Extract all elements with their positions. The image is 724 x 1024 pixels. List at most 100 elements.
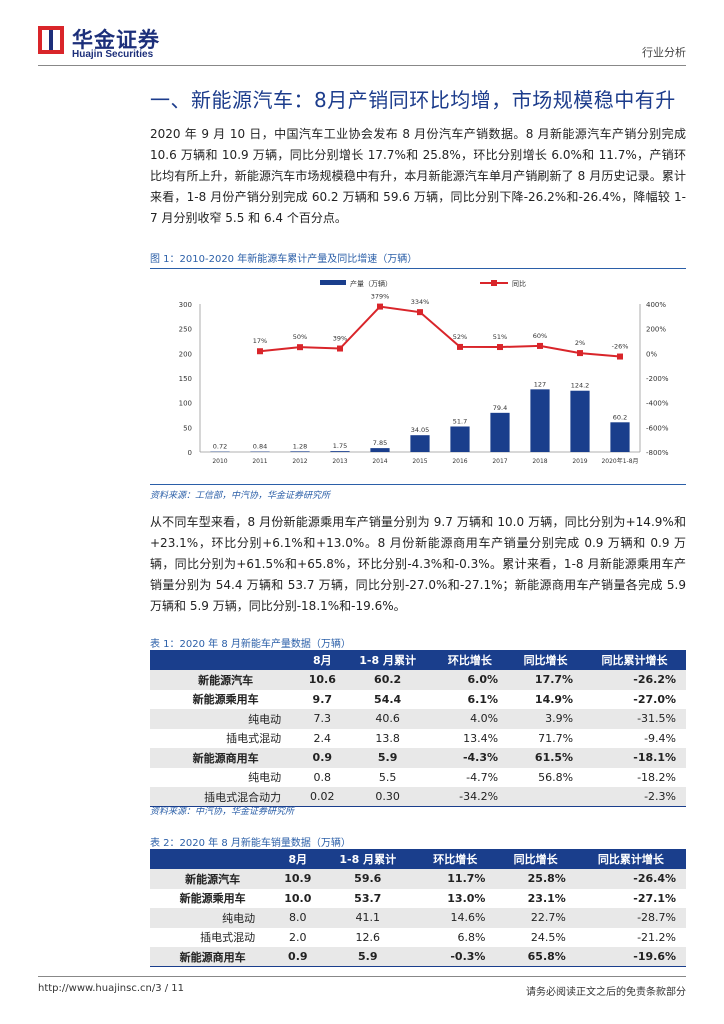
left-tick-label: 200 [179, 350, 192, 358]
table-row: 插电式混动 2.0 12.6 6.8% 24.5% -21.2% [150, 928, 686, 948]
row-label: 新能源汽车 [150, 670, 302, 690]
row-label: 新能源汽车 [150, 869, 276, 889]
table-cell: 2.0 [289, 930, 307, 944]
sales-table: 8月 1-8 月累计 环比增长 同比增长 同比累计增长 新能源汽车 10.9 59.6 11.… [150, 849, 686, 967]
table-row: 插电式混动 2.4 13.8 13.4% 71.7% -9.4% [150, 729, 686, 749]
table-cell: 8.0 [275, 908, 321, 928]
table-cell: 0.8 [313, 770, 332, 784]
table-cell: -0.3% [415, 947, 496, 967]
bar [450, 426, 470, 452]
growth-value-label: 51% [493, 333, 507, 341]
table1-source: 资料来源：中汽协，华金证券研究所 [150, 807, 295, 817]
bar [570, 390, 590, 452]
table-cell: 10.0 [284, 891, 312, 905]
row-label: 纯电动 [248, 771, 282, 785]
page-header: 华金证券 Huajin Securities 行业分析 [38, 22, 686, 66]
x-tick-label: 2017 [492, 458, 507, 465]
production-table: 8月 1-8 月累计 环比增长 同比增长 同比累计增长 新能源汽车 10.6 60.2 6.0… [150, 650, 686, 807]
left-tick-label: 250 [179, 326, 192, 334]
table1-header-cell: 同比累计增长 [583, 650, 686, 670]
left-tick-label: 300 [179, 301, 192, 309]
vehicle-type-paragraph: 从不同车型来看，8 月份新能源乘用车产销量分别为 9.7 万辆和 10.0 万辆… [150, 515, 686, 613]
growth-point [377, 303, 383, 310]
growth-value-label: 2% [575, 339, 585, 347]
table-cell: -9.4% [644, 731, 676, 745]
bar [370, 448, 390, 452]
legend-bar-label: 产量（万辆） [350, 279, 392, 288]
table-cell: 3.9% [508, 709, 584, 729]
growth-value-label: 39% [333, 335, 347, 343]
growth-value-label: 50% [293, 333, 307, 341]
table-cell: -26.4% [575, 869, 686, 889]
table-cell: 4.0% [431, 709, 509, 729]
table-cell: 56.8% [538, 770, 574, 784]
growth-value-label: 52% [453, 333, 467, 341]
page-footer: http://www.huajinsc.cn/3 / 11 请务必阅读正文之后的… [38, 976, 686, 998]
growth-point [417, 309, 423, 316]
growth-point [257, 348, 263, 355]
growth-value-label: 379% [371, 293, 390, 301]
table-cell: 54.4 [374, 692, 402, 706]
bar-value-label: 124.2 [571, 382, 590, 390]
footer-disclaimer: 请务必阅读正文之后的免责条款部分 [526, 987, 686, 998]
table-cell: 13.4% [463, 731, 499, 745]
bar [290, 451, 310, 452]
table-row: 新能源汽车 10.6 60.2 6.0% 17.7% -26.2% [150, 670, 686, 690]
growth-value-label: 334% [411, 298, 430, 306]
growth-value-label: 60% [533, 332, 547, 340]
growth-point [577, 350, 583, 357]
bar-value-label: 127 [534, 380, 546, 388]
table-cell: 0.30 [343, 787, 432, 807]
huajin-logo-icon [38, 26, 64, 54]
table-row: 纯电动 7.3 40.6 4.0% 3.9% -31.5% [150, 709, 686, 729]
ev-production-chart: 0 50 100 150 200 250 300 -800% -600% -400% -200% 0%… [179, 279, 669, 465]
growth-point [617, 353, 623, 360]
table2-header-cell [150, 849, 276, 869]
table-cell: 2.4 [313, 731, 332, 745]
bar [530, 389, 550, 452]
table2-header-cell: 同比累计增长 [575, 849, 686, 869]
row-label: 插电式混动 [200, 931, 256, 945]
growth-line [259, 305, 621, 358]
table1-header-cell: 1-8 月累计 [343, 650, 432, 670]
growth-point [457, 343, 463, 350]
table-cell: 22.7% [495, 908, 576, 928]
table-row: 插电式混合动力 0.02 0.30 -34.2% -2.3% [150, 787, 686, 807]
growth-point [537, 342, 543, 349]
table-cell: -21.2% [637, 930, 676, 944]
table-cell: 17.7% [508, 670, 584, 690]
table-cell: 59.6 [320, 869, 416, 889]
table-cell: -26.2% [583, 670, 686, 690]
table2-header-cell: 8月 [275, 849, 321, 869]
bar-value-label: 1.28 [293, 442, 307, 450]
table-row: 纯电动 0.8 5.5 -4.7% 56.8% -18.2% [150, 768, 686, 788]
left-tick-label: 100 [179, 400, 192, 408]
table-cell: -18.1% [583, 748, 686, 768]
growth-value-label: 17% [253, 337, 267, 345]
footer-url[interactable]: http://www.huajinsc.cn/3 / 11 [38, 983, 185, 994]
table-cell: 11.7% [415, 869, 496, 889]
bar [490, 412, 510, 452]
table-cell: 0.02 [301, 787, 344, 807]
logo-chinese-name: 华金证券 [72, 28, 160, 52]
row-label: 新能源商用车 [150, 947, 276, 967]
table-cell: 14.9% [534, 692, 574, 706]
table1-header-cell: 环比增长 [431, 650, 509, 670]
left-tick-label: 150 [179, 375, 192, 383]
table-cell: -27.0% [633, 692, 676, 706]
table-cell: 5.5 [378, 770, 397, 784]
bar [410, 435, 430, 452]
table-cell: 10.6 [301, 670, 344, 690]
x-tick-label: 2015 [412, 458, 427, 465]
x-tick-label: 2020年1-8月 [601, 457, 638, 465]
x-tick-label: 2019 [572, 458, 587, 465]
logo-english-name: Huajin Securities [72, 49, 154, 60]
table-row: 新能源乘用车 9.7 54.4 6.1% 14.9% -27.0% [150, 690, 686, 710]
row-label: 新能源乘用车 [192, 693, 259, 707]
table-cell: 7.3 [301, 709, 344, 729]
left-tick-label: 0 [188, 449, 192, 457]
table-cell [508, 787, 584, 807]
left-tick-label: 50 [183, 424, 192, 432]
row-label: 新能源商用车 [150, 748, 302, 768]
bar-value-label: 79.4 [493, 404, 507, 412]
